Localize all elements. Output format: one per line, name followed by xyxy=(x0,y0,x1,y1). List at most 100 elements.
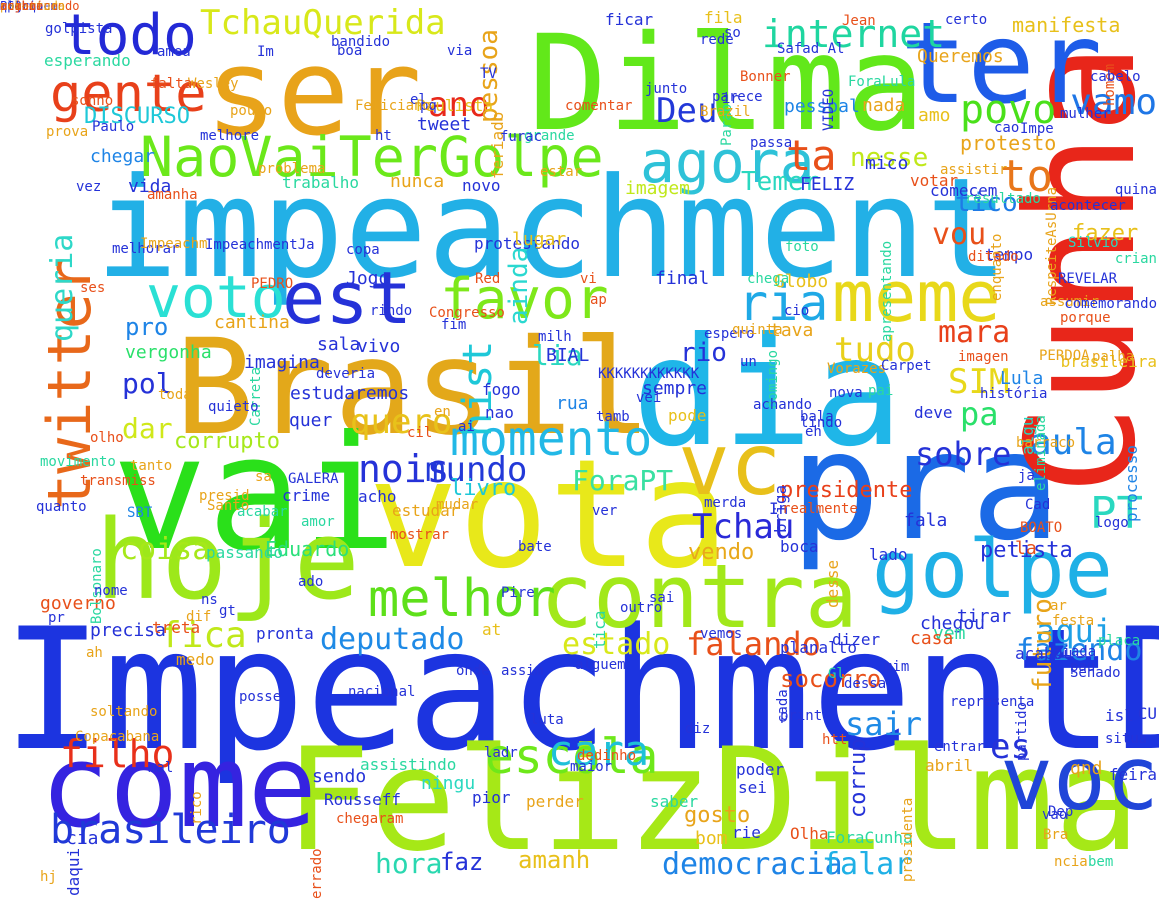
cloud-word: Globo xyxy=(774,271,829,292)
cloud-word: mostrar xyxy=(390,527,450,543)
cloud-word: Feliciano xyxy=(355,98,431,114)
cloud-word: chegou xyxy=(920,613,986,634)
cloud-word: ht xyxy=(375,128,392,144)
cloud-word: crime xyxy=(282,486,331,505)
cloud-word: alguma xyxy=(0,0,44,13)
cloud-word: quero xyxy=(350,402,453,442)
cloud-word: sala xyxy=(317,334,361,355)
cloud-word: tica xyxy=(590,610,609,649)
cloud-word: REVELAR xyxy=(1058,271,1118,287)
cloud-word: falta xyxy=(150,76,193,92)
cloud-word: dedinho xyxy=(577,748,637,764)
cloud-word: tempo xyxy=(985,245,1034,264)
cloud-word: trabalho xyxy=(282,173,360,192)
cloud-word: ForaPT xyxy=(572,464,674,497)
cloud-word: BOATO xyxy=(1020,520,1063,536)
cloud-word: vemos xyxy=(700,626,743,642)
cloud-word: ForaLula xyxy=(848,74,916,90)
cloud-word: vi xyxy=(580,271,597,287)
cloud-word: Santo xyxy=(207,498,250,514)
cloud-word: corrupto xyxy=(174,429,280,454)
cloud-word: assim xyxy=(501,663,544,679)
cloud-word: achando xyxy=(753,397,813,413)
cloud-word: el xyxy=(410,92,427,108)
cloud-word: sonho xyxy=(71,93,114,109)
cloud-word: ap xyxy=(590,292,607,308)
cloud-word: pode xyxy=(668,406,707,425)
cloud-word: Gl xyxy=(828,666,845,682)
cloud-word: agora xyxy=(640,128,815,196)
cloud-word: socorro xyxy=(780,665,882,693)
cloud-word: lugar xyxy=(512,229,567,250)
cloud-word: SBT xyxy=(127,505,153,521)
cloud-word: petista xyxy=(980,538,1073,563)
cloud-word: SIM xyxy=(948,362,1010,402)
cloud-word: soltando xyxy=(90,704,158,720)
cloud-word: sai xyxy=(649,590,675,606)
cloud-word: nada xyxy=(862,95,906,116)
cloud-word: ja xyxy=(1018,468,1035,484)
cloud-word: estado xyxy=(562,627,671,662)
cloud-word: queria xyxy=(0,0,44,13)
cloud-word: chegaram xyxy=(336,811,404,827)
cloud-word: piada xyxy=(1054,644,1097,660)
cloud-word: dif xyxy=(186,609,212,625)
cloud-word: final xyxy=(655,268,710,289)
cloud-word: queria xyxy=(45,233,80,342)
cloud-word: dizer xyxy=(832,630,881,649)
cloud-word: Congresso xyxy=(429,305,505,321)
cloud-word: CU xyxy=(1137,704,1157,723)
cloud-word: situa xyxy=(1105,731,1148,747)
cloud-word: melhor xyxy=(368,569,556,629)
cloud-word: es xyxy=(990,727,1031,767)
cloud-word: sair xyxy=(845,705,923,743)
cloud-word: come xyxy=(40,720,317,854)
cloud-word: Temer xyxy=(741,167,820,197)
cloud-word: internet xyxy=(762,12,946,56)
cloud-word: coloquem xyxy=(0,0,58,13)
cloud-word: Impe xyxy=(1020,121,1054,137)
cloud-word: gosto xyxy=(684,803,751,828)
cloud-word: Wesley xyxy=(188,76,239,92)
cloud-word: porque xyxy=(1060,310,1111,326)
cloud-word: GALERA xyxy=(288,471,339,487)
cloud-word: pr xyxy=(48,610,65,626)
cloud-word: presidenta xyxy=(900,797,916,882)
cloud-word: brasileira xyxy=(1060,352,1157,371)
cloud-word: quer xyxy=(289,410,333,431)
cloud-word: votar xyxy=(910,171,959,190)
cloud-word: vez xyxy=(76,179,102,195)
cloud-word: rico xyxy=(189,791,205,825)
cloud-word: Bra xyxy=(1043,827,1069,843)
cloud-word: acontecer xyxy=(1050,198,1126,214)
cloud-word: pronta xyxy=(256,624,314,643)
cloud-word: junto xyxy=(645,81,688,97)
cloud-word: ria xyxy=(738,274,829,332)
cloud-word: acaba xyxy=(0,0,37,13)
cloud-word: lindo xyxy=(800,415,843,431)
cloud-word: qnd xyxy=(1070,758,1103,779)
cloud-word: amor xyxy=(301,514,335,530)
cloud-word: KKKKKKKKKKKK xyxy=(598,366,700,382)
cloud-word: Carreta xyxy=(248,366,264,426)
cloud-word: ncia xyxy=(1054,854,1088,870)
cloud-word: meno xyxy=(0,0,29,13)
cloud-word: PEDRO xyxy=(251,276,294,292)
cloud-word: tudo xyxy=(834,330,916,370)
cloud-word: pouco xyxy=(230,103,273,119)
cloud-word: outro xyxy=(620,600,663,616)
cloud-word: ditado xyxy=(968,249,1019,265)
cloud-word: cil xyxy=(407,425,433,441)
cloud-word: htt xyxy=(822,732,848,748)
cloud-word: meme xyxy=(832,256,1001,338)
cloud-word: manifesta xyxy=(1012,13,1121,37)
cloud-word: amanha xyxy=(147,187,198,203)
cloud-word: precisa xyxy=(90,620,166,641)
cloud-word: fica xyxy=(160,615,247,656)
cloud-word: cobertura xyxy=(0,0,66,13)
cloud-word: voc xyxy=(1000,727,1159,830)
cloud-word: FelizDilma xyxy=(285,718,1140,883)
cloud-word: quinta xyxy=(732,322,783,338)
cloud-word: cara xyxy=(548,726,650,775)
cloud-word: parecendo xyxy=(0,0,66,13)
